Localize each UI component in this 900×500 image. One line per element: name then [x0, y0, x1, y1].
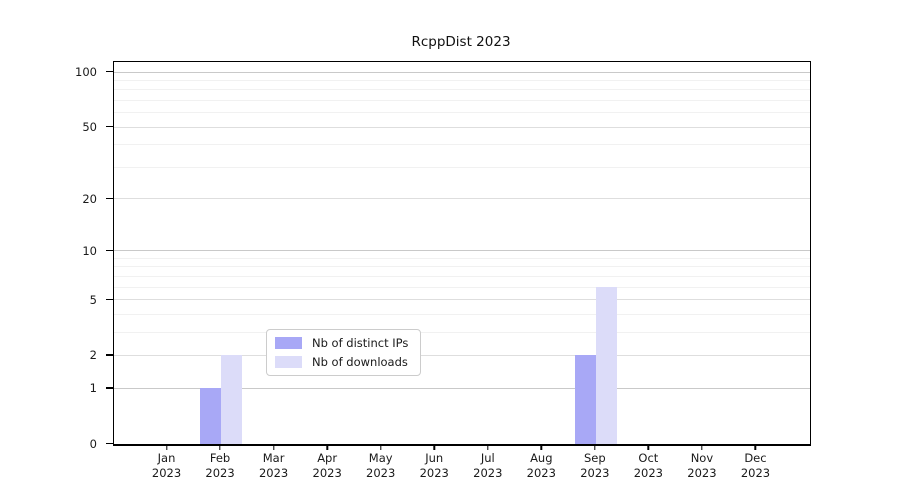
gridline	[114, 198, 810, 200]
x-tick-label-dec: Dec 2023	[740, 451, 771, 480]
y-tick-label: 0	[89, 437, 97, 451]
x-tick-label-may: May 2023	[366, 451, 396, 480]
y-tick-mark	[106, 443, 113, 445]
gridline	[114, 126, 810, 128]
gridline	[114, 79, 810, 81]
x-tick-label-jun: Jun 2023	[419, 451, 449, 480]
bar-sep-distinct-ips	[574, 355, 596, 444]
x-tick-label-feb: Feb 2023	[205, 451, 235, 480]
y-tick-mark	[106, 387, 113, 389]
x-axis: Jan 2023 Feb 2023 Mar 2023 Apr 2023 May 2023 Jun 20…	[113, 445, 809, 500]
y-tick-label: 50	[82, 120, 97, 135]
gridline	[114, 250, 810, 252]
gridline	[114, 275, 810, 277]
gridline	[114, 71, 810, 73]
x-tick-mark	[272, 445, 275, 450]
x-tick-mark	[540, 445, 542, 450]
bar-feb-downloads	[221, 355, 243, 444]
y-tick-label: 5	[89, 292, 97, 307]
y-axis: 0 1 2 5 10 20 50 100	[0, 61, 113, 451]
x-tick-label-oct: Oct 2023	[633, 451, 664, 480]
y-tick-mark	[106, 354, 113, 356]
x-tick-label-jan: Jan 2023	[151, 451, 182, 480]
legend-swatch-downloads	[275, 356, 302, 368]
x-tick-mark	[165, 445, 168, 450]
gridline	[114, 299, 810, 301]
x-tick-mark	[326, 445, 328, 450]
y-tick-mark	[106, 71, 113, 73]
legend-label-downloads: Nb of downloads	[312, 355, 408, 369]
legend-entry-downloads: Nb of downloads	[275, 355, 408, 369]
gridline	[114, 257, 810, 259]
legend: Nb of distinct IPs Nb of downloads	[266, 329, 422, 376]
x-tick-mark	[701, 445, 703, 450]
gridline	[114, 331, 810, 333]
y-tick-label: 1	[89, 381, 97, 396]
x-tick-mark	[647, 445, 650, 450]
x-tick-label-aug: Aug 2023	[526, 451, 556, 480]
x-tick-mark	[594, 445, 596, 450]
x-tick-mark	[754, 445, 757, 450]
gridline	[114, 112, 810, 114]
gridline	[114, 166, 810, 168]
x-tick-label-sep: Sep 2023	[580, 451, 610, 480]
gridline	[114, 354, 810, 356]
gridline	[114, 89, 810, 91]
gridline	[114, 99, 810, 101]
gridline	[114, 387, 810, 389]
x-tick-mark	[379, 445, 382, 450]
gridline	[114, 144, 810, 146]
bar-sep-downloads	[595, 287, 617, 444]
y-tick-mark	[106, 249, 113, 252]
x-tick-label-apr: Apr 2023	[312, 451, 342, 480]
legend-swatch-distinct-ips	[275, 337, 302, 349]
y-tick-mark	[106, 197, 113, 199]
x-tick-mark	[433, 445, 435, 450]
x-tick-label-jul: Jul 2023	[473, 451, 503, 480]
x-tick-mark	[487, 445, 489, 450]
x-tick-label-nov: Nov 2023	[687, 451, 717, 480]
gridline	[114, 286, 810, 288]
y-tick-label: 10	[82, 243, 97, 258]
bar-feb-distinct-ips	[200, 388, 222, 444]
plot-area	[113, 61, 811, 446]
legend-entry-distinct-ips: Nb of distinct IPs	[275, 336, 408, 350]
x-tick-label-mar: Mar 2023	[258, 451, 289, 480]
y-tick-mark	[106, 298, 113, 300]
legend-label-distinct-ips: Nb of distinct IPs	[312, 336, 409, 350]
gridline	[114, 266, 810, 268]
y-tick-label: 100	[75, 65, 97, 79]
y-tick-label: 2	[89, 348, 97, 363]
y-tick-label: 20	[82, 191, 97, 206]
chart-title: RcppDist 2023	[411, 34, 511, 50]
y-tick-mark	[106, 126, 113, 128]
x-tick-mark	[219, 445, 221, 450]
gridline	[114, 313, 810, 315]
